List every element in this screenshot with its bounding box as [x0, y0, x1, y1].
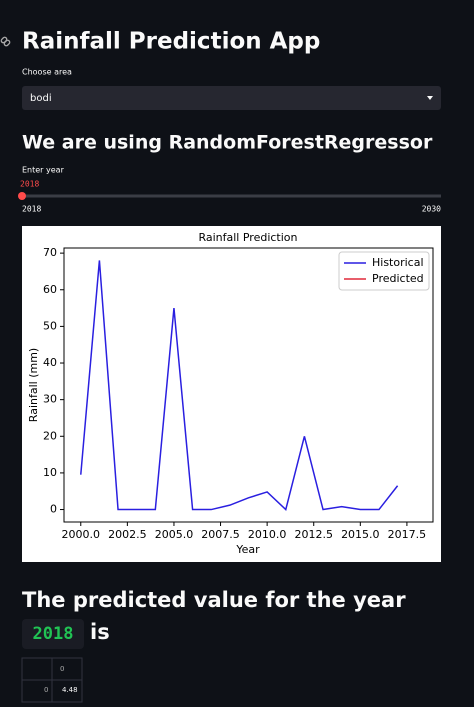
- result-table: [21, 657, 83, 703]
- legend-box: [338, 251, 430, 291]
- table-cell: 4.48: [62, 686, 78, 694]
- slider-value: 2018: [20, 180, 39, 189]
- chart-title: Rainfall Prediction: [198, 231, 297, 244]
- y-tick-label: 60: [43, 283, 57, 296]
- model-heading: We are using RandomForestRegressor: [22, 132, 433, 154]
- area-select[interactable]: [22, 86, 441, 110]
- y-tick-label: 10: [43, 466, 57, 479]
- legend-label: Historical: [372, 256, 424, 269]
- slider-thumb: [18, 192, 26, 200]
- x-tick-label: 2017.5: [388, 528, 427, 541]
- legend-label: Predicted: [372, 272, 424, 285]
- app-title: Rainfall Prediction App: [22, 29, 320, 55]
- table-header: 0: [60, 665, 64, 673]
- code-box: [22, 619, 84, 649]
- chart: Rainfall Prediction Year Rainfall (mm) 0…: [27, 231, 434, 556]
- table-index: 0: [44, 686, 48, 694]
- slider-min: 2018: [22, 205, 41, 214]
- slider-label: Enter year: [22, 166, 65, 175]
- line-series: [80, 260, 399, 511]
- y-tick-label: 20: [43, 429, 57, 442]
- x-tick-label: 2015.0: [341, 528, 380, 541]
- plot-frame: [63, 247, 434, 523]
- x-tick-label: 2005.0: [155, 528, 194, 541]
- result-suffix: is: [90, 620, 110, 644]
- x-tick-label: 2012.5: [294, 528, 333, 541]
- y-axis-label: Rainfall (mm): [27, 348, 40, 422]
- x-tick-label: 2007.5: [201, 528, 240, 541]
- x-tick-label: 2010.0: [248, 528, 287, 541]
- x-tick-label: 2002.5: [108, 528, 147, 541]
- slider-max: 2030: [422, 205, 441, 214]
- y-tick-label: 40: [43, 356, 57, 369]
- select-caret: [427, 96, 433, 100]
- y-tick-label: 50: [43, 319, 57, 332]
- y-tick-label: 0: [50, 503, 57, 516]
- select-value: bodi: [30, 93, 52, 104]
- x-axis-label: Year: [235, 543, 260, 556]
- result-year: 2018: [33, 624, 74, 644]
- result-heading: The predicted value for the year: [22, 588, 406, 612]
- x-tick-label: 2000.0: [62, 528, 101, 541]
- y-tick-label: 70: [43, 246, 57, 259]
- link-icon: [0, 36, 11, 47]
- select-label: Choose area: [22, 68, 72, 77]
- y-tick-label: 30: [43, 393, 57, 406]
